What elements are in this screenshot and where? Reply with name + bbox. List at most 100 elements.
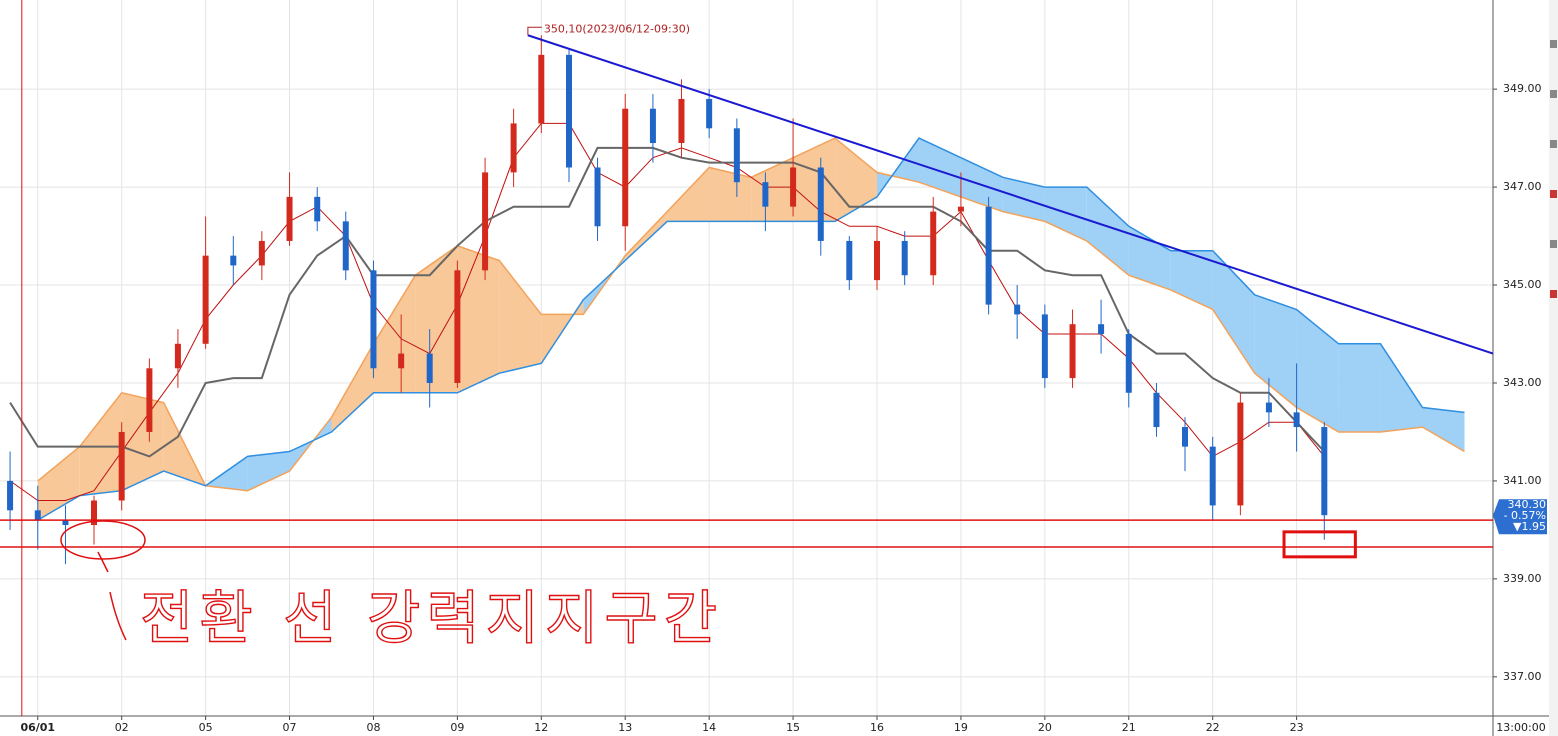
cloud-segment	[457, 245, 500, 393]
toolbar-icon[interactable]	[1550, 90, 1557, 98]
candle-body	[622, 108, 629, 227]
toolbar-strip	[1549, 0, 1558, 736]
cloud-segment	[1380, 343, 1423, 432]
candle-body	[733, 128, 740, 183]
x-tick-label: 09	[450, 721, 464, 734]
x-tick-label: 06/01	[20, 721, 55, 734]
plot-area	[0, 0, 1493, 716]
toolbar-icon[interactable]	[1550, 240, 1557, 248]
y-tick-label: 341.00	[1503, 474, 1542, 487]
candle-body	[1182, 427, 1189, 447]
cloud-segment	[121, 392, 164, 491]
trendline	[527, 34, 1494, 355]
candle-body	[1014, 304, 1021, 315]
candle-body	[985, 206, 992, 305]
cloud-segment	[625, 211, 668, 261]
x-tick-label: 22	[1206, 721, 1220, 734]
candle-body	[426, 353, 433, 383]
hand-note: 전환 선 강력지지구간	[140, 584, 723, 652]
price-diff: ▼1.95	[1513, 520, 1546, 533]
cloud-segment	[1422, 407, 1465, 452]
highlight-box	[1282, 530, 1357, 559]
x-tick-label: 08	[366, 721, 380, 734]
time-label: 13:00:00	[1496, 721, 1545, 734]
cloud-segment	[373, 275, 416, 393]
candle-body	[202, 255, 209, 344]
candle-body	[846, 240, 853, 281]
y-tick-label: 349.00	[1503, 82, 1542, 95]
x-tick-label: 02	[115, 721, 129, 734]
candle-body	[1125, 334, 1132, 393]
cloud-segment	[1170, 250, 1213, 310]
hand-circle	[60, 520, 146, 560]
candle-body	[1209, 446, 1216, 506]
candle-body	[454, 270, 461, 383]
candle-body	[90, 500, 97, 526]
candle-body	[482, 172, 489, 271]
cloud-segment	[79, 392, 122, 496]
candle-body	[118, 431, 125, 501]
candle-body	[342, 221, 349, 271]
cloud-segment	[1212, 250, 1255, 374]
y-tick-label: 339.00	[1503, 572, 1542, 585]
cloud-segment	[793, 138, 836, 222]
toolbar-icon[interactable]	[1550, 140, 1557, 148]
candle-body	[1069, 324, 1076, 379]
peak-annotation: 350,10(2023/06/12-09:30)	[544, 22, 690, 35]
cloud-segment	[247, 451, 290, 491]
candle-body	[1041, 314, 1048, 379]
cloud-segment	[835, 138, 878, 222]
candle-body	[678, 98, 685, 144]
x-tick-label: 23	[1290, 721, 1304, 734]
x-tick-label: 16	[870, 721, 884, 734]
y-tick-label: 347.00	[1503, 180, 1542, 193]
cloud-segment	[331, 343, 374, 432]
cloud-segment	[499, 260, 542, 374]
candle-body	[230, 255, 237, 266]
candle-body	[398, 353, 405, 369]
x-tick-label: 21	[1122, 721, 1136, 734]
candle-body	[1153, 392, 1160, 428]
x-tick-label: 20	[1038, 721, 1052, 734]
candle-body	[1098, 324, 1105, 335]
x-tick-label: 14	[702, 721, 716, 734]
candle-body	[370, 270, 377, 369]
candle-body	[594, 167, 601, 227]
side-toolbar	[1549, 0, 1558, 736]
x-tick-label: 12	[534, 721, 548, 734]
candle-body	[1237, 402, 1244, 506]
candle-body	[286, 196, 293, 241]
candle-body	[790, 167, 797, 207]
candle-body	[957, 206, 964, 212]
cloud-segment	[1338, 343, 1381, 432]
cloud-segment	[751, 157, 794, 222]
price-tag	[1493, 499, 1547, 535]
toolbar-icon[interactable]	[1550, 190, 1557, 198]
candle-body	[706, 98, 713, 129]
hand-stroke	[97, 551, 127, 641]
cloud-segment	[1296, 309, 1339, 432]
price-change: - 0.57%	[1504, 509, 1546, 522]
toolbar-icon[interactable]	[1550, 290, 1557, 298]
x-tick-label: 05	[199, 721, 213, 734]
price-label: 340.30	[1508, 498, 1547, 511]
candle-body	[62, 520, 69, 526]
candle-body	[7, 480, 14, 511]
candle-body	[649, 108, 656, 144]
cloud-segment	[1128, 226, 1171, 290]
cloud-segment	[1044, 187, 1087, 241]
candle-body	[1265, 402, 1272, 413]
peak-pointer	[527, 26, 542, 36]
cloud-segment	[1254, 294, 1297, 408]
x-tick-label: 15	[786, 721, 800, 734]
candle-body	[146, 368, 153, 432]
candle-body	[874, 240, 881, 281]
candle-body	[817, 167, 824, 241]
toolbar-icon[interactable]	[1550, 40, 1557, 48]
candle-body	[258, 240, 265, 266]
candle-body	[538, 54, 545, 124]
x-tick-label: 13	[618, 721, 632, 734]
candle-body	[34, 510, 41, 521]
cloud-segment	[709, 167, 752, 222]
